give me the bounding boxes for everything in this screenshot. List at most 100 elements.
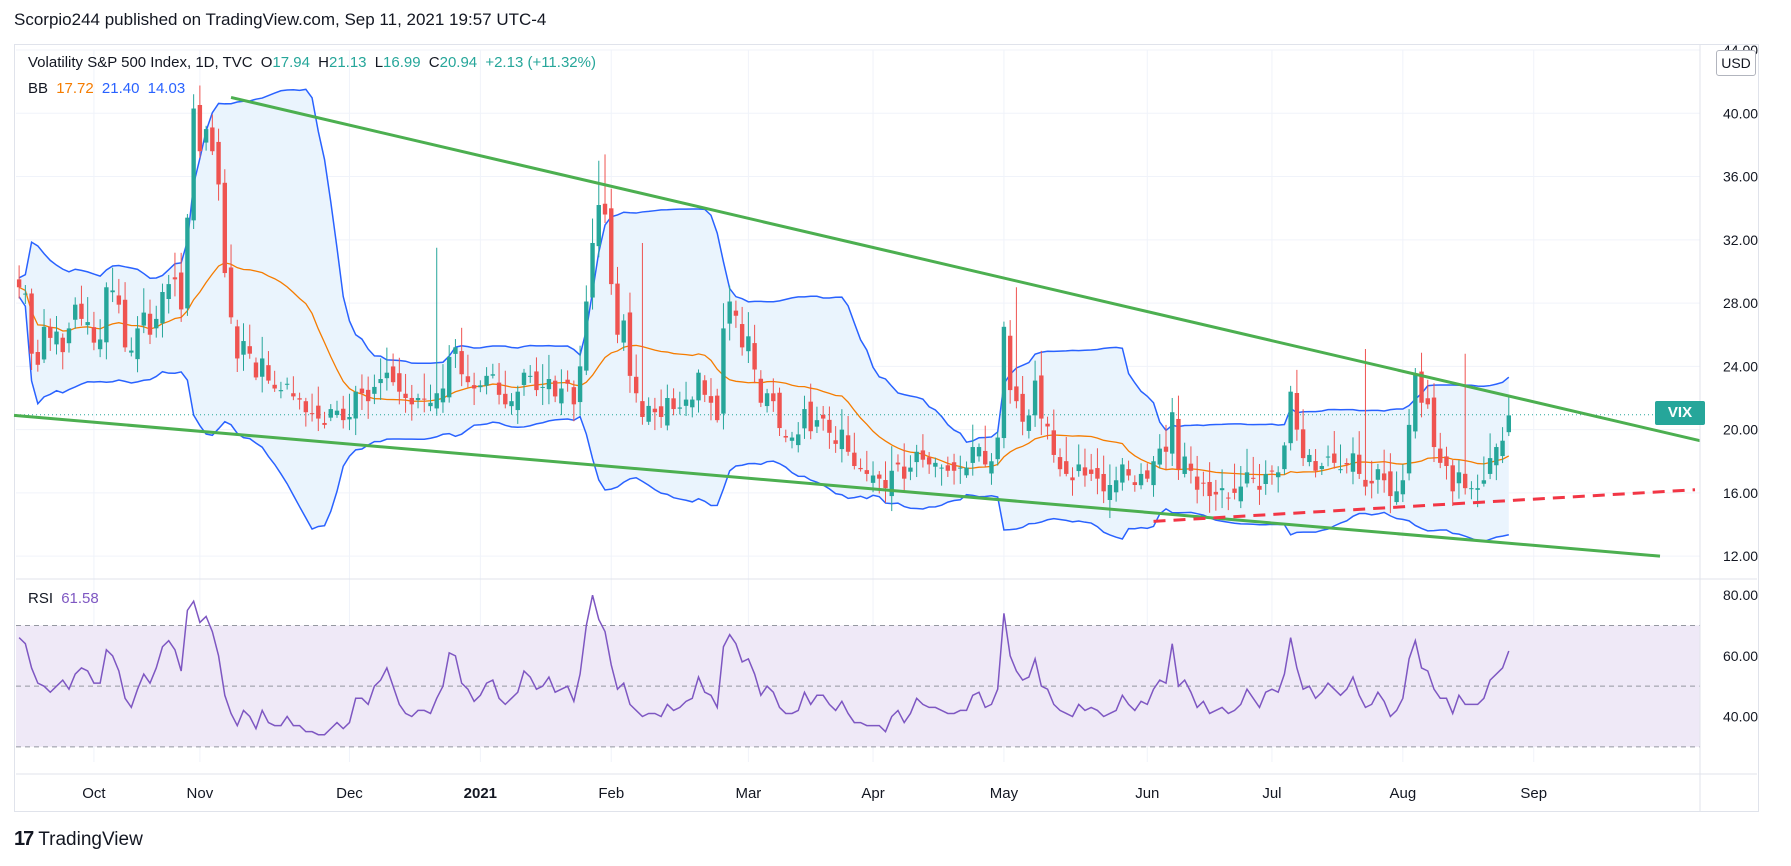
candle-body <box>1194 476 1200 490</box>
candle-body <box>602 203 608 215</box>
candle-body <box>1500 440 1505 457</box>
candle-body <box>1475 488 1480 490</box>
candle-body <box>172 277 178 280</box>
candle-body <box>60 337 65 353</box>
candle-body <box>241 341 246 355</box>
candle-body <box>852 452 857 467</box>
candle-body <box>540 386 545 388</box>
candle-body <box>141 312 146 326</box>
candle-body <box>858 467 863 470</box>
axes: 12.00 16.00 20.00 24.00 28.00 32.00 36.00 40.00… <box>16 42 1758 812</box>
currency-button[interactable]: USD <box>1716 50 1756 76</box>
candle-body <box>372 386 377 394</box>
time-tick-label: Feb <box>598 785 624 802</box>
candle-body <box>266 365 271 381</box>
candle-body <box>833 440 838 444</box>
candle-body <box>203 129 209 143</box>
candle-body <box>328 409 333 418</box>
price-tick-label: 40.00 <box>1723 105 1758 121</box>
candle-body <box>216 141 221 185</box>
symbol-legend[interactable]: Volatility S&P 500 Index, 1D, TVC O17.94… <box>28 54 600 71</box>
time-tick-label: Dec <box>336 785 363 802</box>
candle-body <box>640 401 645 417</box>
candle-body <box>702 380 707 395</box>
candle-body <box>920 450 926 460</box>
candle-body <box>1163 446 1169 452</box>
candle-body <box>446 356 452 398</box>
candle-body <box>995 437 1000 460</box>
candle-body <box>260 358 265 377</box>
candle-body <box>671 398 676 410</box>
candle-body <box>621 320 626 343</box>
candle-body <box>278 390 284 392</box>
rsi-line <box>18 594 1510 736</box>
candle-body <box>478 385 483 388</box>
candle-body <box>1132 482 1138 485</box>
candle-body <box>565 379 570 384</box>
candle-body <box>1282 445 1287 470</box>
candle-body <box>1332 453 1337 463</box>
candlesticks <box>16 85 1512 519</box>
time-tick-label: 2021 <box>464 785 497 802</box>
candle-body <box>665 398 670 426</box>
candle-body <box>185 217 190 309</box>
candle-body <box>783 435 788 438</box>
candle-body <box>715 395 720 421</box>
candle-body <box>228 267 234 318</box>
candle-body <box>1294 392 1300 430</box>
rsi-pane <box>16 594 1700 748</box>
candle-body <box>577 366 583 403</box>
candle-body <box>633 376 639 394</box>
close-value: 20.94 <box>439 54 478 71</box>
candle-body <box>1469 488 1474 490</box>
candle-body <box>802 409 807 429</box>
candle-body <box>708 396 714 403</box>
candle-body <box>552 380 558 397</box>
candle-body <box>739 324 745 348</box>
candle-body <box>1494 447 1499 466</box>
candle-body <box>415 398 421 401</box>
candle-body <box>1400 480 1406 495</box>
candle-body <box>1244 472 1250 484</box>
time-tick-label: Aug <box>1389 785 1416 802</box>
candle-body <box>1176 418 1181 470</box>
footer-brand[interactable]: 17 TradingView <box>14 828 143 851</box>
candle-body <box>1338 469 1343 471</box>
rsi-legend[interactable]: RSI 61.58 <box>28 590 103 607</box>
candle-body <box>97 339 103 350</box>
candle-body <box>160 292 165 324</box>
candle-body <box>1001 326 1007 439</box>
candle-body <box>79 303 84 319</box>
candle-body <box>484 375 489 386</box>
low-value: 16.99 <box>383 54 421 71</box>
candle-body <box>658 406 664 417</box>
rsi-tick-label: 40.00 <box>1723 709 1758 725</box>
bollinger-bands <box>16 88 1700 543</box>
candle-body <box>129 350 134 353</box>
candle-body <box>471 385 477 389</box>
candle-body <box>1088 469 1094 474</box>
candle-body <box>1064 461 1069 474</box>
trendlines <box>13 95 1701 558</box>
candle-body <box>303 401 309 413</box>
candle-body <box>1107 485 1113 500</box>
bb-legend[interactable]: BB 17.72 21.40 14.03 <box>28 80 189 97</box>
candle-body <box>870 475 876 483</box>
candle-body <box>777 392 782 429</box>
candle-body <box>247 346 252 354</box>
candle-body <box>322 422 327 425</box>
candle-body <box>1151 461 1156 486</box>
candle-body <box>1375 469 1381 480</box>
chart-frame[interactable] <box>14 44 1759 812</box>
high-value: 21.13 <box>328 54 367 71</box>
candle-body <box>951 462 957 471</box>
candle-body <box>652 408 658 413</box>
time-tick-label: Nov <box>187 785 214 802</box>
candle-body <box>571 387 577 405</box>
candle-body <box>309 413 315 415</box>
candle-body <box>503 393 508 405</box>
candle-body <box>509 401 514 407</box>
bb-fill-area <box>19 89 1509 542</box>
candle-body <box>284 383 290 385</box>
